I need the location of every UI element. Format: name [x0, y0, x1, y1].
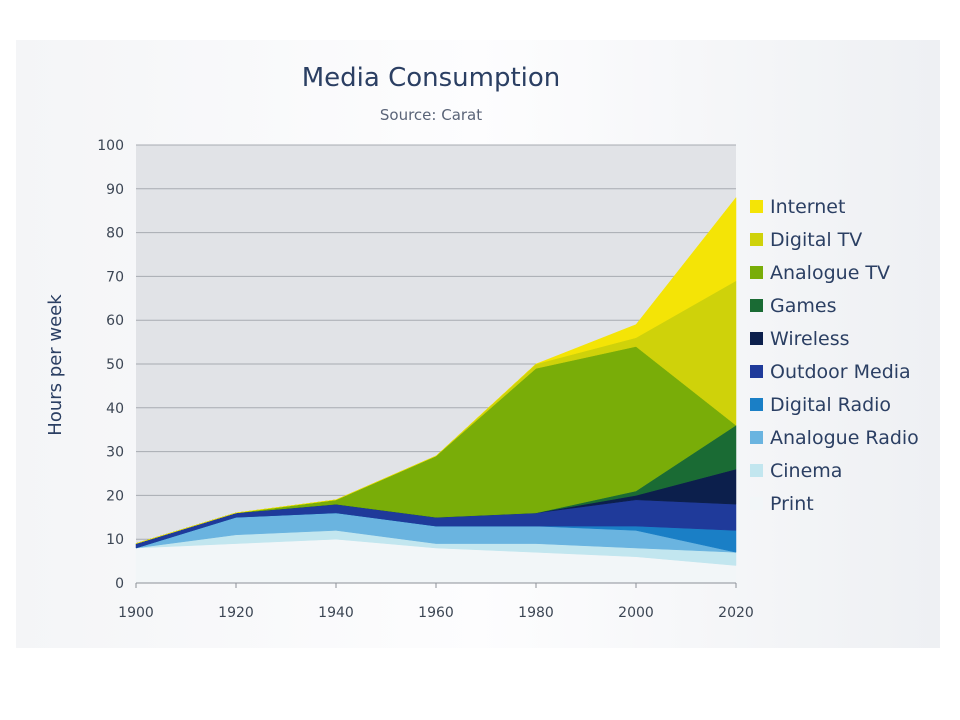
y-tick-label: 0 [115, 576, 124, 592]
y-tick-label: 40 [106, 401, 124, 417]
y-tick-label: 50 [106, 357, 124, 373]
legend-item-analogue-tv: Analogue TV [750, 262, 890, 284]
y-tick-label: 60 [106, 313, 124, 329]
legend-label-wireless: Wireless [770, 328, 850, 350]
legend-item-analogue-radio: Analogue Radio [750, 427, 919, 449]
y-tick-label: 30 [106, 445, 124, 461]
area-layer [135, 196, 737, 584]
legend-item-digital-tv: Digital TV [750, 229, 862, 251]
legend: Internet Digital TV Analogue TV Games Wirele… [750, 196, 919, 515]
legend-item-outdoor-media: Outdoor Media [750, 361, 911, 383]
y-tick-label: 80 [106, 226, 124, 242]
legend-swatch-analogue-tv [750, 266, 763, 279]
legend-item-internet: Internet [750, 196, 845, 218]
area-internet [135, 196, 737, 544]
legend-swatch-wireless [750, 332, 763, 345]
legend-item-digital-radio: Digital Radio [750, 394, 891, 416]
legend-swatch-print [750, 497, 763, 510]
y-tick-label: 100 [97, 138, 124, 154]
x-tick-label: 1960 [418, 605, 454, 621]
legend-label-digital-tv: Digital TV [770, 229, 862, 251]
legend-label-print: Print [770, 493, 814, 515]
legend-label-digital-radio: Digital Radio [770, 394, 891, 416]
legend-item-games: Games [750, 295, 836, 317]
legend-swatch-games [750, 299, 763, 312]
legend-swatch-digital-radio [750, 398, 763, 411]
x-tick-label: 1980 [518, 605, 554, 621]
legend-label-analogue-radio: Analogue Radio [770, 427, 919, 449]
legend-label-cinema: Cinema [770, 460, 842, 482]
legend-swatch-digital-tv [750, 233, 763, 246]
legend-label-analogue-tv: Analogue TV [770, 262, 890, 284]
legend-item-wireless: Wireless [750, 328, 850, 350]
x-tick-label: 2000 [618, 605, 654, 621]
y-tick-label: 70 [106, 269, 124, 285]
legend-item-cinema: Cinema [750, 460, 842, 482]
x-tick-label: 2020 [718, 605, 754, 621]
y-tick-label: 20 [106, 488, 124, 504]
y-axis-label: Hours per week [45, 294, 66, 436]
legend-swatch-cinema [750, 464, 763, 477]
legend-label-internet: Internet [770, 196, 845, 218]
legend-swatch-outdoor-media [750, 365, 763, 378]
legend-item-print: Print [750, 493, 814, 515]
legend-label-games: Games [770, 295, 836, 317]
legend-swatch-analogue-radio [750, 431, 763, 444]
legend-label-outdoor-media: Outdoor Media [770, 361, 911, 383]
chart-title: Media Consumption [302, 63, 561, 93]
y-tick-label: 90 [106, 182, 124, 198]
y-axis-ticks: 0 10 20 30 40 50 60 70 80 90 100 [97, 138, 124, 592]
y-tick-label: 10 [106, 532, 124, 548]
x-tick-label: 1940 [318, 605, 354, 621]
chart-subtitle: Source: Carat [380, 106, 482, 124]
x-tick-label: 1900 [118, 605, 154, 621]
media-consumption-chart: Media Consumption Source: Carat 0 10 20 30 4… [16, 40, 940, 648]
x-axis-ticks: 1900 1920 1940 1960 1980 2000 2020 [118, 583, 754, 621]
slide: Media Consumption Source: Carat 0 10 20 30 4… [16, 40, 940, 648]
x-tick-label: 1920 [218, 605, 254, 621]
legend-swatch-internet [750, 200, 763, 213]
